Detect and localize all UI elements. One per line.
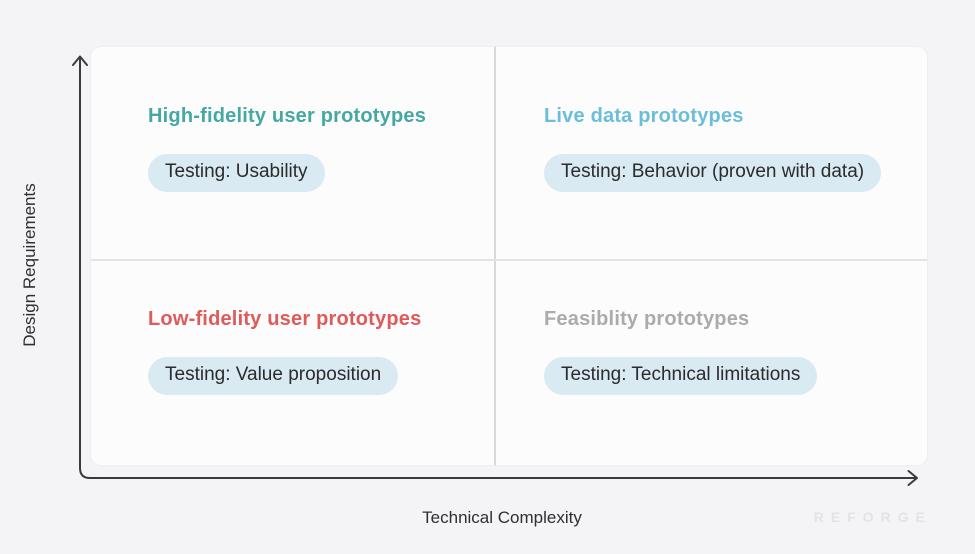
x-axis-arrowhead-icon (907, 470, 918, 486)
testing-pill-value-proposition: Testing: Value proposition (148, 357, 399, 395)
reforge-watermark: REFORGE (813, 509, 932, 525)
quadrant-title-high-fidelity: High-fidelity user prototypes (148, 105, 427, 127)
quadrant-title-feasibility: Feasiblity prototypes (544, 308, 750, 330)
testing-pill-technical-limitations: Testing: Technical limitations (544, 357, 818, 395)
x-axis-label: Technical Complexity (422, 508, 582, 527)
y-axis-label: Design Requirements (20, 183, 39, 347)
quadrant-bottom-right: Feasiblity prototypes Testing: Technical… (495, 260, 927, 465)
quadrant-title-live-data: Live data prototypes (544, 105, 744, 127)
quadrant-top-right: Live data prototypes Testing: Behavior (… (495, 47, 927, 260)
horizontal-divider (91, 259, 927, 261)
quadrant-bottom-left: Low-fidelity user prototypes Testing: Va… (91, 260, 495, 465)
testing-pill-usability: Testing: Usability (148, 154, 325, 192)
quadrant-title-low-fidelity: Low-fidelity user prototypes (148, 308, 422, 330)
quadrant-top-left: High-fidelity user prototypes Testing: U… (91, 47, 495, 260)
y-axis-arrowhead-icon (72, 55, 88, 66)
testing-pill-behavior: Testing: Behavior (proven with data) (544, 154, 882, 192)
vertical-divider (494, 47, 496, 465)
matrix-box: High-fidelity user prototypes Testing: U… (91, 47, 927, 465)
